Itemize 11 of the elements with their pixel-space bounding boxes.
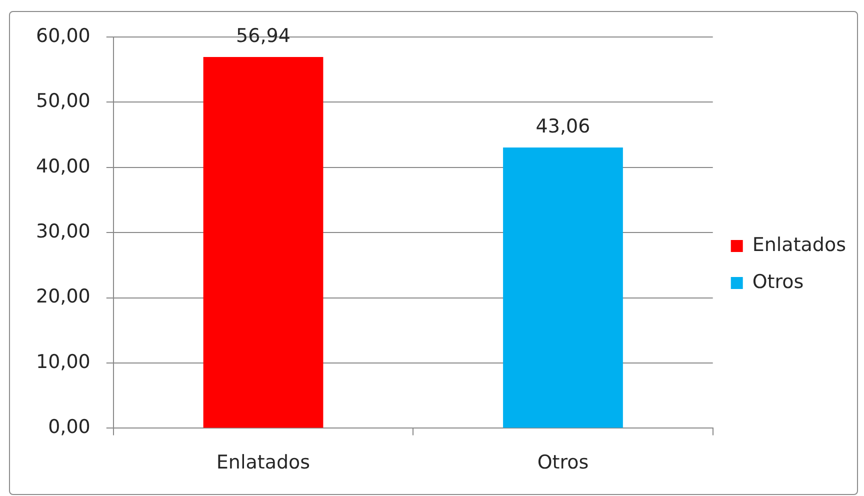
y-tick-label: 0,00 (48, 416, 90, 438)
y-tick-label: 60,00 (36, 24, 90, 47)
y-tick-label: 50,00 (36, 90, 90, 112)
y-tick-label: 40,00 (36, 155, 90, 178)
legend-label: Otros (752, 270, 804, 293)
y-tick-label: 30,00 (36, 220, 90, 243)
data-label: 43,06 (536, 115, 590, 138)
data-label: 56,94 (236, 24, 290, 47)
y-tick-label: 20,00 (36, 286, 90, 308)
y-tick-label: 10,00 (36, 350, 90, 373)
legend-label: Enlatados (752, 234, 846, 256)
